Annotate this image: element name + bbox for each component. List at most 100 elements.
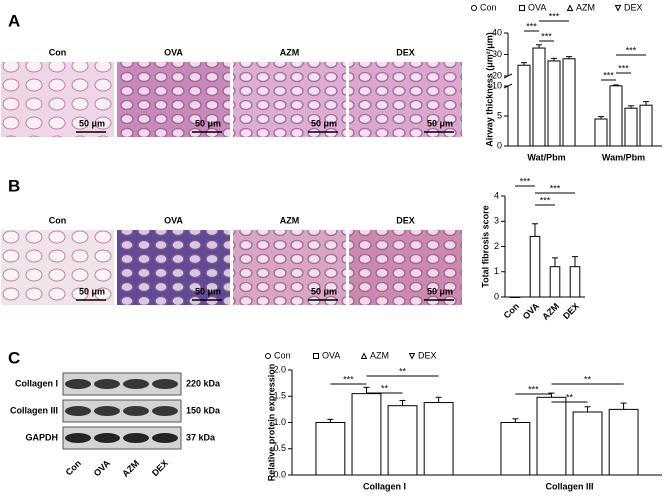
- scale-bar-label: 50 μm: [79, 118, 105, 128]
- blot-band: [152, 433, 178, 443]
- image-label: OVA: [164, 47, 183, 57]
- significance-label: **: [566, 392, 574, 402]
- bar: [532, 47, 546, 147]
- blot-row-label: GAPDH: [25, 432, 58, 442]
- micrograph-texture: [1, 230, 114, 305]
- scale-bar-label: 50 μm: [311, 286, 337, 296]
- legend-marker: [614, 5, 622, 12]
- legend-label: DEX: [418, 350, 437, 360]
- x-tick-label: Collagen I: [363, 481, 406, 491]
- significance-label: ***: [603, 70, 614, 80]
- scale-bar-label: 50 μm: [427, 118, 453, 128]
- bar: [549, 266, 561, 298]
- image-label: OVA: [164, 215, 183, 225]
- significance-label: ***: [626, 45, 637, 55]
- bar: [387, 405, 418, 476]
- legend-marker: [471, 5, 477, 11]
- significance-label: ***: [549, 11, 560, 21]
- x-tick-label: Wam/Pbm: [602, 152, 645, 162]
- y-tick-label: 0.5: [273, 443, 286, 453]
- y-tick-label: 0.0: [273, 469, 286, 479]
- significance-label: ***: [526, 21, 537, 31]
- scale-bar-label: 50 μm: [427, 286, 453, 296]
- blot-band: [123, 379, 149, 389]
- blot-band: [94, 406, 120, 416]
- y-axis-label: Relative protein expression: [266, 364, 276, 482]
- scale-bar-label: 50 μm: [79, 286, 105, 296]
- blot-band: [65, 379, 91, 389]
- bar: [624, 107, 638, 147]
- bar: [500, 422, 531, 476]
- y-tick-label: 10: [492, 80, 502, 90]
- blot-size-label: 220 kDa: [186, 378, 221, 388]
- blot-band: [65, 406, 91, 416]
- significance-label: **: [381, 383, 389, 393]
- scale-bar-label: 50 μm: [311, 118, 337, 128]
- blot-band: [152, 379, 178, 389]
- y-tick-label: 30: [492, 49, 502, 59]
- x-tick-label: Collagen III: [545, 481, 593, 491]
- bar: [517, 64, 531, 147]
- scale-bar-label: 50 μm: [195, 118, 221, 128]
- y-tick-label: 2: [494, 241, 499, 251]
- micrograph-texture: [233, 230, 346, 305]
- x-tick-label: Con: [502, 301, 521, 320]
- lane-label: Con: [64, 458, 83, 477]
- x-tick-label: Wat/Pbm: [527, 152, 565, 162]
- y-tick-label: 5: [497, 110, 502, 120]
- y-tick-label: 2.0: [273, 364, 286, 374]
- y-axis-label: Airway thickness (μm²/μm): [484, 32, 494, 147]
- bar: [569, 266, 581, 298]
- blot-size-label: 37 kDa: [186, 432, 216, 442]
- micrograph-texture: [349, 230, 462, 305]
- image-label: Con: [49, 47, 67, 57]
- image-label: AZM: [280, 47, 300, 57]
- legend-marker: [566, 4, 574, 11]
- x-tick-label: DEX: [561, 301, 581, 321]
- panel-label: A: [8, 11, 20, 30]
- y-tick-label: 4: [494, 190, 499, 200]
- x-tick-label: OVA: [521, 301, 542, 322]
- legend-marker: [265, 353, 271, 359]
- bar: [639, 104, 653, 147]
- panel-label: B: [8, 176, 20, 195]
- blot-size-label: 150 kDa: [186, 405, 221, 415]
- lane-label: DEX: [150, 458, 170, 478]
- blot-strip: [62, 399, 182, 423]
- bar: [536, 396, 567, 476]
- micrograph-texture: [349, 62, 462, 137]
- blot-strip: [62, 426, 182, 450]
- y-tick-label: 40: [492, 27, 502, 37]
- significance-label: ***: [550, 183, 561, 193]
- scale-bar-label: 50 μm: [195, 286, 221, 296]
- significance-label: ***: [343, 374, 354, 384]
- y-tick-label: 1.0: [273, 417, 286, 427]
- micrograph-texture: [117, 62, 230, 137]
- lane-label: OVA: [92, 458, 113, 479]
- legend-marker: [519, 5, 525, 11]
- legend-label: Con: [480, 2, 497, 12]
- x-tick-label: AZM: [540, 301, 561, 322]
- bar: [562, 58, 576, 147]
- blot-band: [94, 433, 120, 443]
- significance-label: ***: [520, 176, 531, 186]
- y-tick-label: 1.5: [273, 391, 286, 401]
- image-label: DEX: [396, 47, 415, 57]
- significance-label: **: [399, 366, 407, 376]
- significance-label: **: [584, 374, 592, 384]
- legend-label: OVA: [322, 350, 340, 360]
- micrograph-texture: [233, 62, 346, 137]
- legend-label: AZM: [576, 2, 595, 12]
- bar: [608, 408, 639, 476]
- significance-label: ***: [541, 31, 552, 41]
- bar: [547, 60, 561, 147]
- bar: [315, 422, 346, 476]
- significance-label: ***: [618, 63, 629, 73]
- legend-marker: [313, 353, 319, 359]
- legend-marker: [408, 353, 416, 360]
- lane-label: AZM: [120, 458, 141, 479]
- bar: [594, 118, 608, 147]
- bar: [572, 411, 603, 476]
- legend-marker: [360, 352, 368, 359]
